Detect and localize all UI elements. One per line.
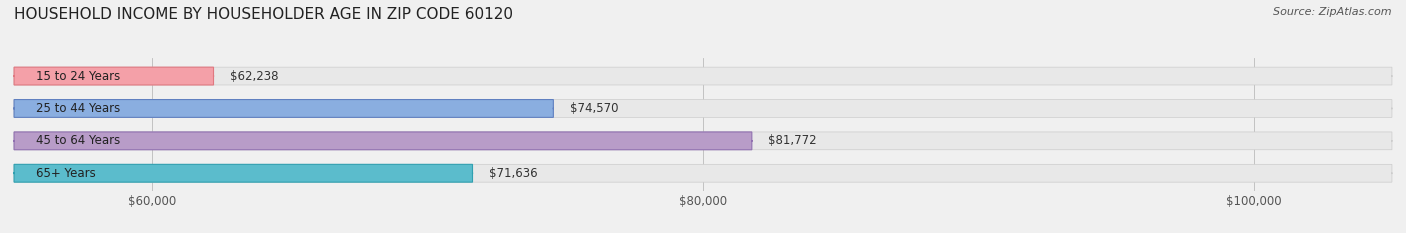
FancyBboxPatch shape — [14, 132, 752, 150]
Text: $74,570: $74,570 — [569, 102, 619, 115]
Text: 65+ Years: 65+ Years — [37, 167, 96, 180]
FancyBboxPatch shape — [14, 99, 554, 117]
Text: 15 to 24 Years: 15 to 24 Years — [37, 70, 121, 82]
Text: 45 to 64 Years: 45 to 64 Years — [37, 134, 121, 147]
Text: $81,772: $81,772 — [768, 134, 817, 147]
Text: Source: ZipAtlas.com: Source: ZipAtlas.com — [1274, 7, 1392, 17]
FancyBboxPatch shape — [14, 164, 472, 182]
FancyBboxPatch shape — [14, 67, 214, 85]
Text: HOUSEHOLD INCOME BY HOUSEHOLDER AGE IN ZIP CODE 60120: HOUSEHOLD INCOME BY HOUSEHOLDER AGE IN Z… — [14, 7, 513, 22]
Text: 25 to 44 Years: 25 to 44 Years — [37, 102, 121, 115]
FancyBboxPatch shape — [14, 67, 1392, 85]
FancyBboxPatch shape — [14, 132, 1392, 150]
Text: $62,238: $62,238 — [231, 70, 278, 82]
FancyBboxPatch shape — [14, 164, 1392, 182]
Text: $71,636: $71,636 — [489, 167, 537, 180]
FancyBboxPatch shape — [14, 99, 1392, 117]
